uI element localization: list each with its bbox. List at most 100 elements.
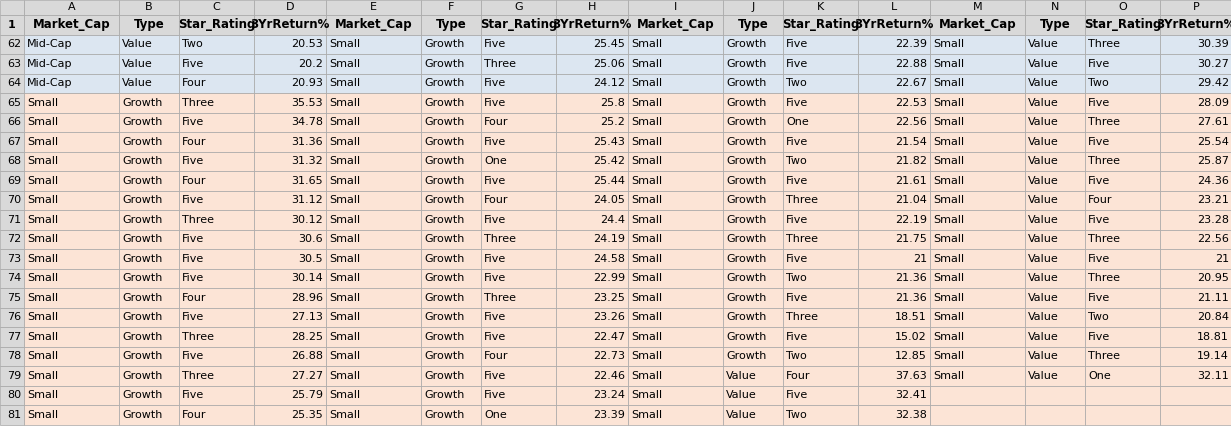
Text: 19.14: 19.14: [1197, 351, 1229, 361]
Bar: [326, 152, 421, 171]
Bar: [421, 93, 481, 112]
Bar: [628, 74, 723, 93]
Bar: [481, 249, 556, 269]
Bar: [254, 210, 326, 229]
Text: 23.39: 23.39: [593, 410, 625, 420]
Text: Five: Five: [484, 273, 506, 283]
Bar: [723, 366, 783, 385]
Text: Small: Small: [632, 195, 662, 205]
Text: 34.78: 34.78: [291, 117, 323, 127]
Bar: [119, 34, 178, 54]
Text: 12.85: 12.85: [895, 351, 927, 361]
Bar: [929, 191, 1025, 210]
Bar: [0, 74, 23, 93]
Bar: [783, 385, 858, 405]
Text: Four: Four: [182, 293, 207, 303]
Text: 23.24: 23.24: [593, 390, 625, 400]
Bar: [119, 249, 178, 269]
Text: Mid-Cap: Mid-Cap: [27, 78, 73, 88]
Bar: [929, 288, 1025, 307]
Text: 66: 66: [7, 117, 21, 127]
Text: G: G: [515, 3, 523, 12]
Bar: [556, 405, 628, 425]
Text: Five: Five: [182, 351, 204, 361]
Bar: [628, 34, 723, 54]
Text: Five: Five: [484, 39, 506, 49]
Text: Small: Small: [329, 98, 361, 108]
Text: K: K: [817, 3, 824, 12]
Text: Five: Five: [787, 176, 809, 186]
Bar: [0, 0, 23, 15]
Text: 35.53: 35.53: [292, 98, 323, 108]
Text: 22.88: 22.88: [895, 59, 927, 69]
Bar: [23, 93, 119, 112]
Text: Small: Small: [933, 117, 964, 127]
Bar: [178, 210, 254, 229]
Bar: [421, 210, 481, 229]
Text: Value: Value: [122, 59, 153, 69]
Text: Growth: Growth: [122, 410, 162, 420]
Bar: [1085, 385, 1160, 405]
Bar: [723, 15, 783, 34]
Bar: [23, 249, 119, 269]
Bar: [421, 229, 481, 249]
Text: 3YrReturn%: 3YrReturn%: [553, 18, 632, 31]
Bar: [858, 171, 929, 191]
Text: Value: Value: [1028, 117, 1059, 127]
Text: Five: Five: [1088, 137, 1110, 147]
Bar: [326, 405, 421, 425]
Bar: [929, 152, 1025, 171]
Bar: [481, 269, 556, 288]
Bar: [481, 112, 556, 132]
Text: Growth: Growth: [122, 176, 162, 186]
Bar: [628, 132, 723, 152]
Text: Three: Three: [787, 234, 819, 244]
Text: 21.11: 21.11: [1198, 293, 1229, 303]
Bar: [326, 347, 421, 366]
Text: 24.12: 24.12: [593, 78, 625, 88]
Bar: [1085, 34, 1160, 54]
Bar: [1085, 54, 1160, 74]
Bar: [178, 54, 254, 74]
Bar: [783, 210, 858, 229]
Bar: [783, 74, 858, 93]
Text: Value: Value: [122, 39, 153, 49]
Bar: [178, 307, 254, 327]
Text: Small: Small: [632, 215, 662, 225]
Bar: [556, 327, 628, 347]
Bar: [1085, 191, 1160, 210]
Bar: [119, 405, 178, 425]
Text: Market_Cap: Market_Cap: [33, 18, 111, 31]
Text: Five: Five: [787, 390, 809, 400]
Text: 23.26: 23.26: [593, 312, 625, 322]
Text: Two: Two: [1088, 78, 1109, 88]
Text: Five: Five: [1088, 176, 1110, 186]
Bar: [628, 152, 723, 171]
Text: Value: Value: [726, 371, 757, 381]
Text: Small: Small: [329, 312, 361, 322]
Text: Type: Type: [737, 18, 768, 31]
Bar: [0, 171, 23, 191]
Text: 30.6: 30.6: [298, 234, 323, 244]
Bar: [178, 269, 254, 288]
Text: 22.56: 22.56: [1197, 234, 1229, 244]
Bar: [481, 34, 556, 54]
Bar: [723, 288, 783, 307]
Text: 3YrReturn%: 3YrReturn%: [250, 18, 330, 31]
Bar: [254, 366, 326, 385]
Bar: [119, 15, 178, 34]
Bar: [481, 210, 556, 229]
Text: 22.67: 22.67: [895, 78, 927, 88]
Bar: [421, 132, 481, 152]
Text: 21.61: 21.61: [895, 176, 927, 186]
Text: 24.19: 24.19: [593, 234, 625, 244]
Text: Five: Five: [787, 254, 809, 264]
Text: Three: Three: [182, 215, 214, 225]
Bar: [326, 54, 421, 74]
Text: Growth: Growth: [122, 156, 162, 166]
Bar: [1160, 405, 1231, 425]
Bar: [119, 347, 178, 366]
Text: Growth: Growth: [726, 312, 767, 322]
Bar: [628, 0, 723, 15]
Text: 74: 74: [6, 273, 21, 283]
